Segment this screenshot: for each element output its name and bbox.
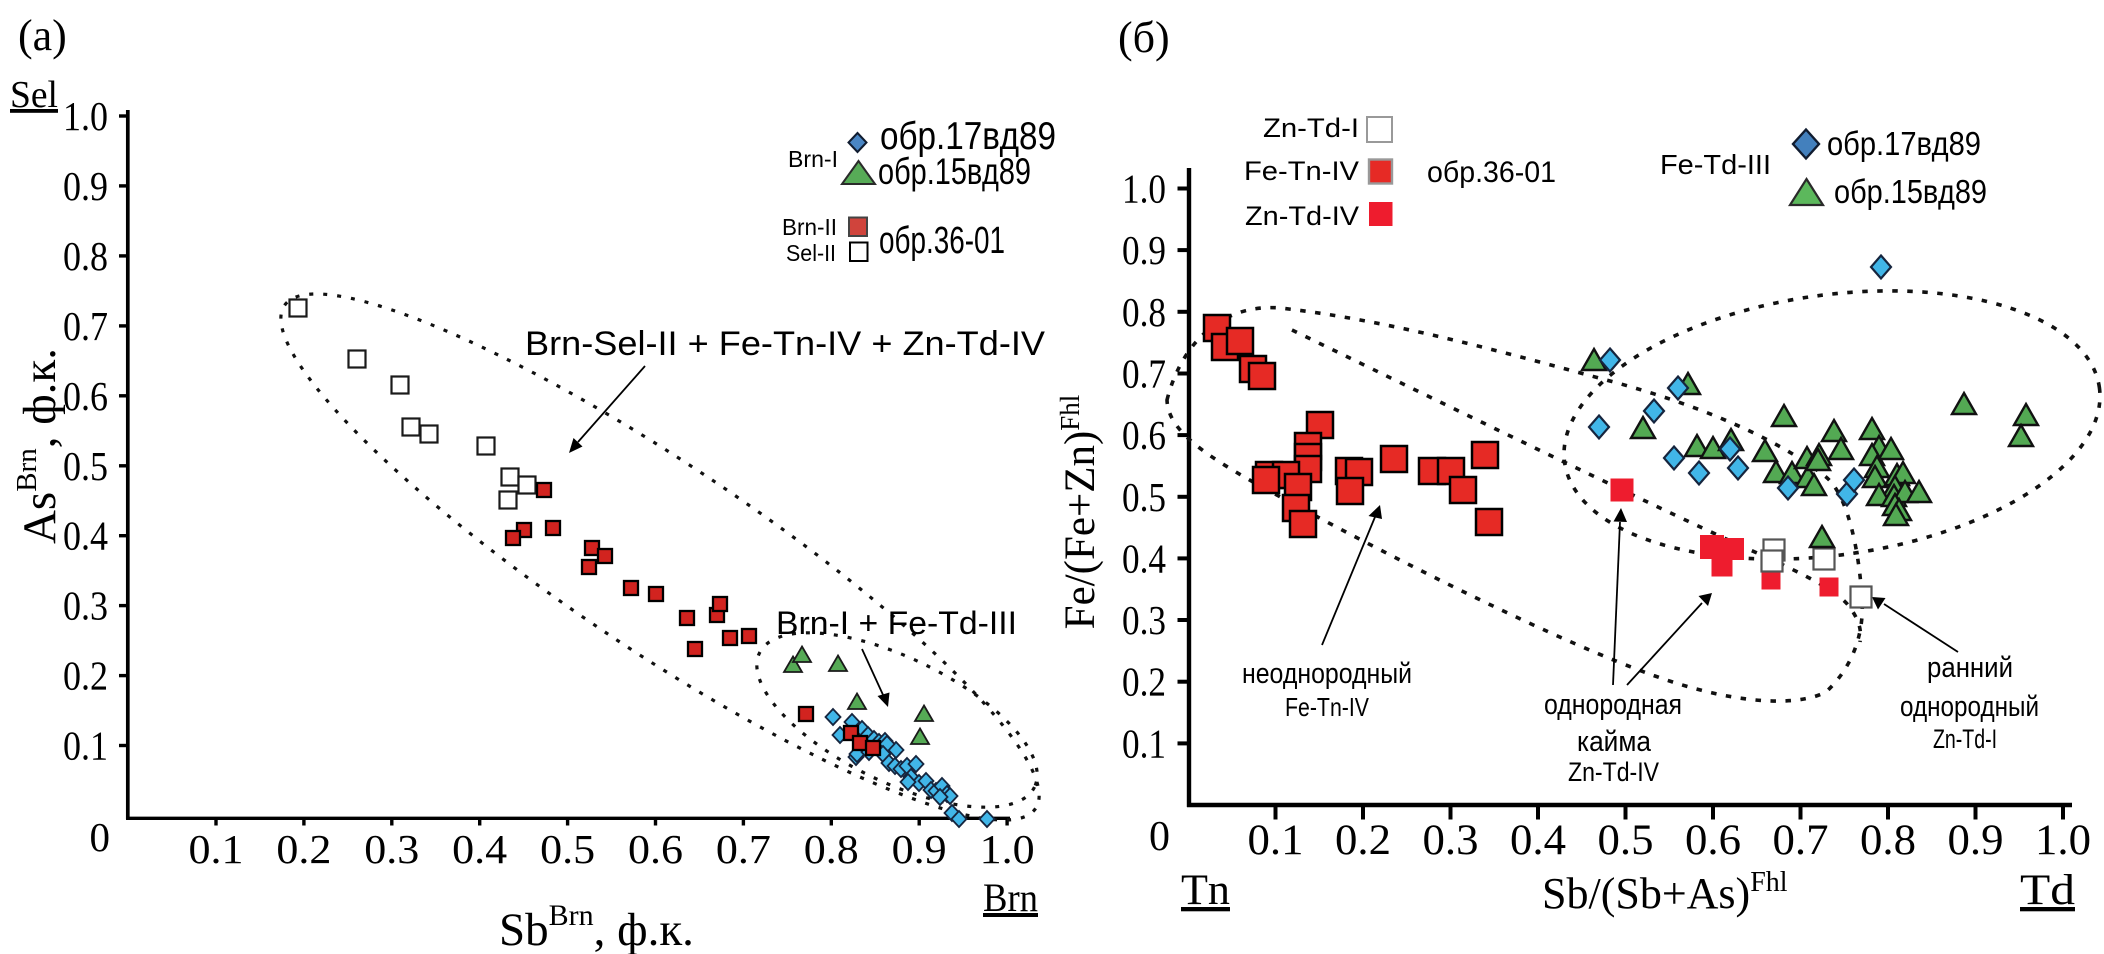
svg-text:обр.15вд89: обр.15вд89 — [878, 151, 1031, 192]
svg-text:Brn-I: Brn-I — [788, 146, 838, 172]
svg-text:0.4: 0.4 — [452, 826, 507, 872]
svg-text:0: 0 — [1149, 814, 1170, 860]
svg-text:Fe/(Fe+Zn)Fhl: Fe/(Fe+Zn)Fhl — [1055, 395, 1104, 630]
svg-text:Brn-II: Brn-II — [782, 214, 837, 240]
svg-text:Zn-Td-I: Zn-Td-I — [1933, 724, 1997, 754]
svg-text:ранний: ранний — [1927, 652, 2013, 684]
svg-text:0.5: 0.5 — [1122, 474, 1166, 520]
svg-text:обр.36-01: обр.36-01 — [879, 220, 1005, 262]
svg-text:(б): (б) — [1118, 13, 1170, 62]
svg-text:0.9: 0.9 — [892, 826, 947, 872]
svg-text:0.1: 0.1 — [63, 723, 108, 769]
svg-text:0.1: 0.1 — [1122, 720, 1166, 766]
svg-text:Brn: Brn — [983, 875, 1038, 920]
svg-text:1.0: 1.0 — [980, 826, 1035, 872]
svg-text:0.5: 0.5 — [1598, 817, 1654, 864]
svg-text:0.5: 0.5 — [63, 443, 108, 489]
svg-text:0.4: 0.4 — [63, 513, 108, 559]
svg-text:Tn: Tn — [1181, 867, 1230, 914]
svg-text:0.9: 0.9 — [1122, 227, 1166, 273]
svg-text:0.3: 0.3 — [63, 583, 108, 629]
svg-text:0.8: 0.8 — [1860, 817, 1916, 864]
svg-text:0.7: 0.7 — [1122, 351, 1166, 397]
svg-text:1.0: 1.0 — [2035, 817, 2091, 864]
svg-text:0.1: 0.1 — [189, 826, 244, 872]
svg-text:0.7: 0.7 — [716, 826, 771, 872]
svg-text:0.6: 0.6 — [628, 826, 683, 872]
svg-text:0.4: 0.4 — [1122, 535, 1166, 581]
svg-text:SbBrn, ф.к.: SbBrn, ф.к. — [499, 899, 694, 954]
svg-text:Sel: Sel — [10, 74, 58, 116]
svg-text:Sel-II: Sel-II — [786, 240, 836, 266]
svg-text:0.7: 0.7 — [1773, 817, 1829, 864]
svg-text:0.3: 0.3 — [1122, 597, 1166, 643]
svg-text:Brn-Sel-II + Fe-Tn-IV + Zn-Td-: Brn-Sel-II + Fe-Tn-IV + Zn-Td-IV — [525, 325, 1045, 363]
svg-text:0.6: 0.6 — [63, 373, 108, 419]
svg-text:обр.15вд89: обр.15вд89 — [1834, 173, 1987, 210]
svg-text:Zn-Td-I: Zn-Td-I — [1263, 113, 1359, 143]
svg-text:1.0: 1.0 — [1122, 166, 1166, 212]
svg-text:0.3: 0.3 — [364, 826, 419, 872]
svg-text:0.6: 0.6 — [1122, 412, 1166, 458]
svg-text:обр.17вд89: обр.17вд89 — [1827, 125, 1981, 162]
svg-text:0.6: 0.6 — [1685, 817, 1741, 864]
svg-text:0.9: 0.9 — [63, 163, 108, 209]
svg-text:0.8: 0.8 — [1122, 289, 1166, 335]
svg-text:Zn-Td-IV: Zn-Td-IV — [1568, 757, 1659, 787]
svg-text:однородный: однородный — [1900, 691, 2039, 723]
svg-text:0.9: 0.9 — [1948, 817, 2004, 864]
svg-text:0.1: 0.1 — [1248, 817, 1304, 864]
svg-text:(а): (а) — [18, 11, 67, 60]
svg-text:Td: Td — [2020, 867, 2075, 914]
svg-text:0.4: 0.4 — [1510, 817, 1566, 864]
svg-text:0.2: 0.2 — [63, 653, 108, 699]
svg-text:0.3: 0.3 — [1423, 817, 1479, 864]
svg-text:AsBrn, ф.к.: AsBrn, ф.к. — [11, 348, 66, 544]
svg-text:0.8: 0.8 — [63, 233, 108, 279]
svg-text:0.2: 0.2 — [1122, 659, 1166, 705]
svg-text:0.8: 0.8 — [804, 826, 859, 872]
svg-text:Fe-Td-III: Fe-Td-III — [1660, 149, 1771, 180]
svg-text:Zn-Td-IV: Zn-Td-IV — [1245, 201, 1359, 231]
svg-text:обр.36-01: обр.36-01 — [1427, 156, 1556, 189]
svg-text:однородная: однородная — [1544, 689, 1682, 721]
svg-text:0.2: 0.2 — [1335, 817, 1391, 864]
svg-text:0.2: 0.2 — [276, 826, 331, 872]
svg-text:неоднородный: неоднородный — [1242, 658, 1412, 690]
svg-text:1.0: 1.0 — [63, 93, 108, 139]
svg-text:0.5: 0.5 — [540, 826, 595, 872]
svg-text:Brn-I + Fe-Td-III: Brn-I + Fe-Td-III — [776, 605, 1017, 641]
svg-text:кайма: кайма — [1577, 726, 1652, 758]
svg-text:Sb/(Sb+As)Fhl: Sb/(Sb+As)Fhl — [1542, 867, 1788, 918]
svg-text:Fe-Tn-IV: Fe-Tn-IV — [1285, 692, 1370, 722]
svg-text:Fe-Tn-IV: Fe-Tn-IV — [1244, 156, 1359, 186]
svg-text:обр.17вд89: обр.17вд89 — [880, 115, 1056, 158]
svg-text:0.7: 0.7 — [63, 303, 108, 349]
svg-text:0: 0 — [90, 814, 111, 860]
